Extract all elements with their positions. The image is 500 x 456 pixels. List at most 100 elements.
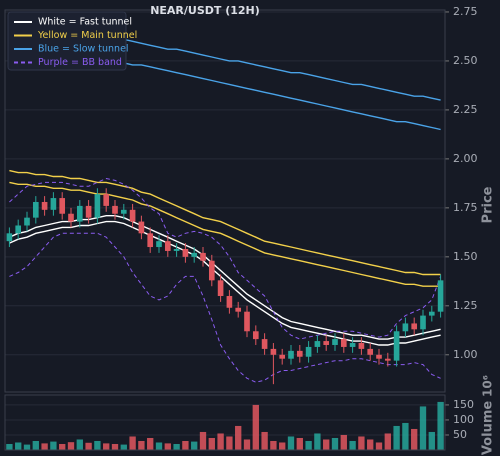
- legend-label: Purple = BB band: [38, 57, 122, 68]
- volume-bar: [235, 425, 242, 450]
- volume-bar: [138, 440, 145, 450]
- y-tick-label: 1.00: [453, 348, 478, 361]
- volume-scale-label: 10⁶: [481, 375, 495, 397]
- volume-bar: [32, 440, 39, 450]
- volume-bar: [367, 439, 374, 450]
- volume-bar: [437, 401, 444, 450]
- volume-bar: [252, 404, 259, 450]
- volume-bar: [287, 436, 295, 450]
- candle-body: [270, 348, 277, 355]
- y-tick-label: 2.50: [453, 54, 478, 67]
- volume-bar: [199, 431, 207, 450]
- candle-body: [112, 205, 118, 214]
- candle-body: [349, 343, 356, 347]
- candle-body: [50, 198, 57, 210]
- volume-bar: [358, 436, 365, 450]
- candle-body: [200, 252, 206, 261]
- candle-body: [120, 209, 127, 214]
- candle-body: [340, 339, 347, 347]
- volume-bar: [50, 441, 57, 450]
- volume-bar: [261, 431, 268, 450]
- candle-body: [314, 341, 321, 347]
- legend-label: Blue = Slow tunnel: [38, 44, 129, 55]
- volume-bar: [384, 433, 391, 450]
- candle-body: [32, 201, 39, 218]
- candle-body: [235, 307, 242, 312]
- volume-bar: [85, 442, 92, 450]
- volume-bar: [323, 439, 330, 450]
- candle-body: [305, 346, 312, 357]
- legend-box: [7, 11, 127, 71]
- y-tick-label: 50: [453, 428, 467, 441]
- candle-body: [24, 217, 30, 226]
- price-frame: [4, 9, 446, 393]
- candle-body: [332, 339, 338, 345]
- volume-bar: [419, 406, 427, 450]
- volume-bar: [173, 443, 180, 450]
- volume-bar: [314, 433, 321, 450]
- tunnel-line: [9, 181, 441, 287]
- y-tick-label: 1.25: [453, 299, 478, 312]
- candle-body: [437, 280, 444, 312]
- candle-body: [103, 194, 110, 206]
- volume-bar: [103, 443, 110, 450]
- y-tick-label: 1.75: [453, 201, 478, 214]
- candle-body: [367, 348, 374, 355]
- volume-bar: [182, 440, 189, 450]
- volume-frame: [4, 394, 446, 451]
- volume-bar: [208, 437, 215, 450]
- volume-bar: [147, 437, 154, 450]
- volume-bar: [191, 441, 198, 450]
- volume-bar: [59, 443, 66, 450]
- candle-body: [217, 280, 224, 297]
- volume-bar: [23, 444, 31, 450]
- volume-bar: [402, 422, 409, 450]
- candle-body: [358, 343, 365, 349]
- tunnel-line: [9, 169, 441, 276]
- volume-bar: [411, 428, 418, 450]
- legend-label: White = Fast tunnel: [38, 17, 132, 28]
- y-tick-label: 100: [453, 413, 474, 426]
- volume-panel: 50 100 150: [5, 398, 474, 450]
- tunnel-line: [9, 220, 441, 346]
- volume-bar: [375, 442, 383, 450]
- candle-body: [323, 341, 330, 345]
- volume-bar: [226, 436, 233, 450]
- volume-bar: [15, 442, 22, 450]
- candle-body: [261, 339, 268, 349]
- candle-body: [138, 221, 145, 234]
- y-axis-label: Price: [481, 186, 496, 223]
- candle-body: [191, 252, 198, 257]
- volume-bar: [243, 439, 251, 450]
- candle-body: [208, 260, 215, 281]
- legend-label: Yellow = Main tunnel: [37, 30, 137, 41]
- chart-title: NEAR/USDT (12H): [150, 4, 260, 17]
- candle-body: [279, 354, 286, 359]
- candle-body: [129, 209, 136, 222]
- candle-body: [94, 194, 101, 218]
- volume-bar: [155, 442, 163, 450]
- candle-body: [402, 323, 409, 332]
- volume-bar: [340, 434, 347, 450]
- candle-body: [6, 233, 13, 242]
- candle-body: [41, 201, 48, 210]
- candle-body: [411, 323, 418, 330]
- candle-body: [288, 350, 294, 359]
- volume-bar: [217, 433, 224, 450]
- volume-bar: [129, 436, 136, 450]
- tunnel-line: [9, 232, 441, 383]
- volume-bar: [120, 444, 127, 450]
- volume-bar: [305, 440, 312, 450]
- candle-body: [85, 205, 92, 218]
- y-tick-label: 1.50: [453, 250, 478, 263]
- volume-bar: [279, 442, 286, 450]
- candle-body: [147, 233, 154, 248]
- y-tick-label: 2.75: [453, 5, 478, 18]
- candle-body: [15, 225, 22, 234]
- candle-body: [384, 358, 391, 361]
- tunnel-line: [9, 177, 442, 340]
- legend: White = Fast tunnel Yellow = Main tunnel B…: [7, 11, 137, 71]
- volume-bar: [94, 440, 101, 450]
